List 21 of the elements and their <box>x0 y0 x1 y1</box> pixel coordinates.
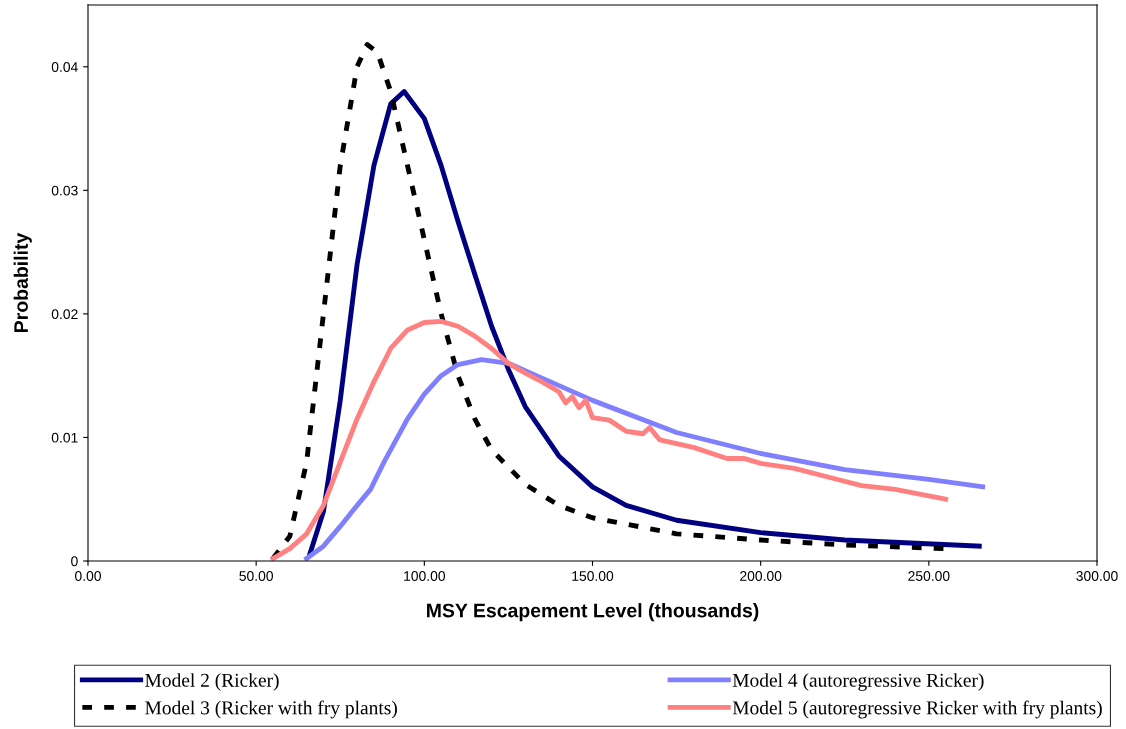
line-series <box>304 357 986 561</box>
y-tick-label: 0.03 <box>51 185 78 196</box>
x-tick-label: 100.00 <box>404 571 446 581</box>
legend-label: Model 3 (Ricker with fry plants) <box>145 700 397 719</box>
line-series <box>307 89 982 557</box>
x-tick-label: 0.00 <box>75 571 101 581</box>
x-axis-title: MSY Escapement Level (thousands) <box>427 603 759 622</box>
x-tick-label: 200.00 <box>740 571 782 581</box>
y-tick-label: 0.01 <box>51 432 78 443</box>
x-tick-label: 300.00 <box>1076 571 1118 581</box>
x-tick-label: 250.00 <box>908 571 950 581</box>
y-tick-label: 0 <box>71 556 78 567</box>
y-tick-label: 0.02 <box>51 309 78 320</box>
y-tick-label: 0.04 <box>51 62 78 72</box>
x-tick-label: 50.00 <box>239 571 273 581</box>
x-tick-label: 150.00 <box>572 571 614 581</box>
legend-label: Model 4 (autoregressive Ricker) <box>732 673 984 691</box>
y-axis-title: Probability <box>13 232 32 332</box>
legend-label: Model 5 (autoregressive Ricker with fry plants) <box>732 700 1102 719</box>
line-series <box>270 318 949 561</box>
legend-label: Model 2 (Ricker) <box>145 673 279 691</box>
